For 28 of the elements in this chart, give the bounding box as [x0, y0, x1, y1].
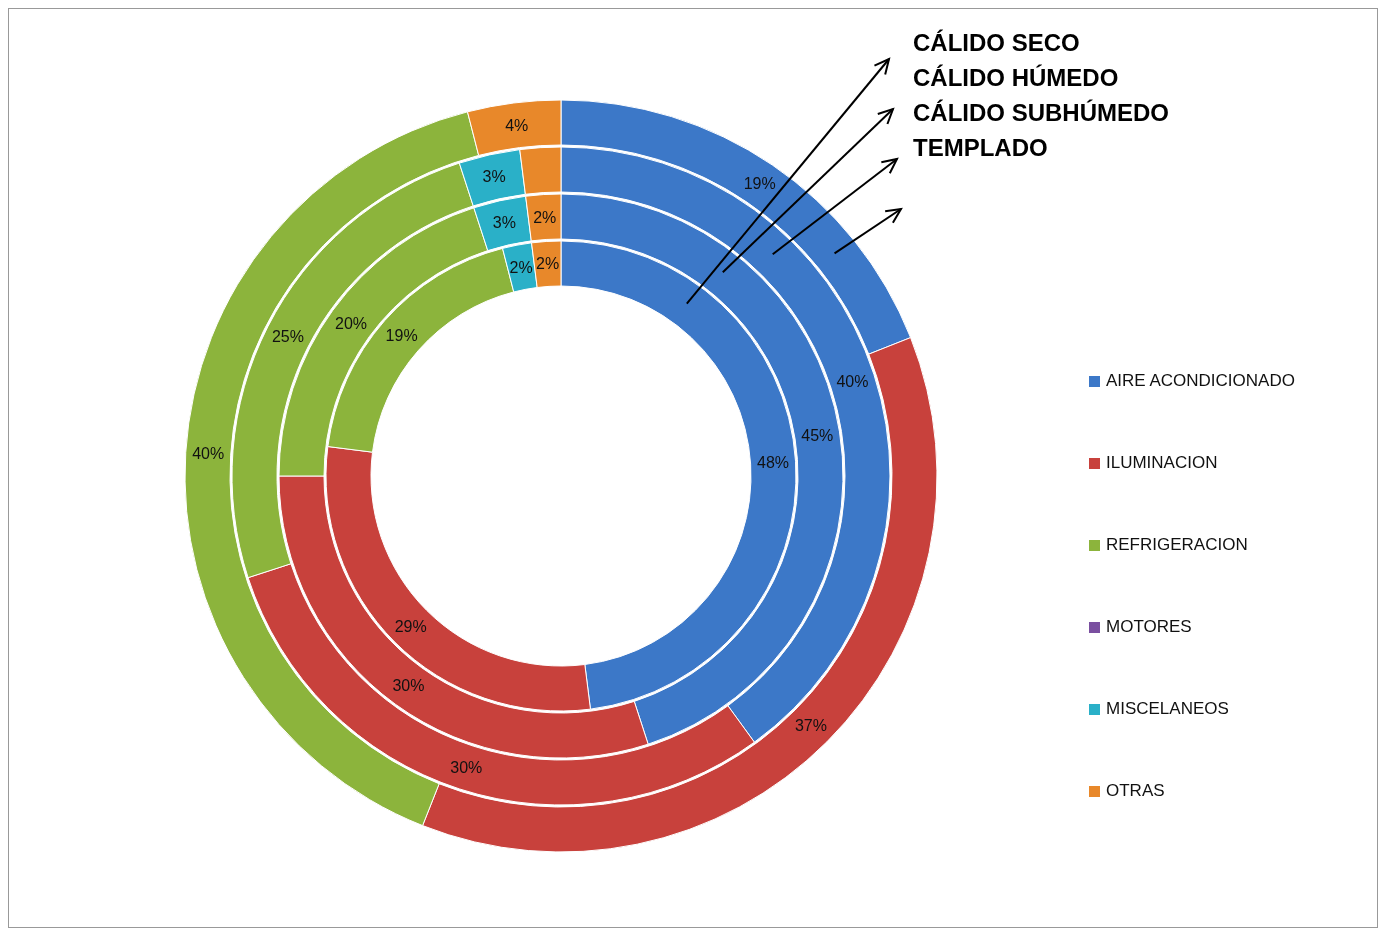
legend-label: REFRIGERACION [1106, 535, 1248, 555]
data-label: 3% [482, 168, 506, 186]
data-label: 37% [794, 717, 827, 735]
data-label: 25% [271, 328, 304, 346]
data-label: 40% [192, 445, 225, 463]
slice-label: CÁLIDO HÚMEDO [913, 63, 1119, 91]
data-label: 40% [836, 372, 869, 390]
data-label: 29% [394, 617, 427, 635]
data-label: 20% [335, 314, 368, 332]
data-label: 30% [450, 759, 483, 776]
data-label: 48% [757, 454, 790, 472]
legend-label: MOTORES [1106, 617, 1192, 637]
legend-label: ILUMINACION [1106, 453, 1218, 473]
legend-label: AIRE ACONDICIONADO [1106, 371, 1295, 391]
slice-label: CÁLIDO SECO [913, 28, 1080, 56]
data-label: 19% [385, 326, 418, 344]
data-label: 2% [536, 255, 560, 273]
data-label: 30% [392, 677, 425, 695]
data-label: 45% [801, 426, 834, 444]
data-label: 2% [533, 208, 557, 226]
data-label: 19% [743, 175, 776, 193]
data-label: 3% [492, 214, 516, 232]
legend-label: OTRAS [1106, 781, 1165, 801]
data-label: 4% [505, 116, 529, 134]
data-label: 2% [509, 258, 533, 276]
slice-label: TEMPLADO [913, 133, 1048, 161]
legend-label: MISCELANEOS [1106, 699, 1229, 719]
slice-label: CÁLIDO SUBHÚMEDO [913, 98, 1169, 126]
